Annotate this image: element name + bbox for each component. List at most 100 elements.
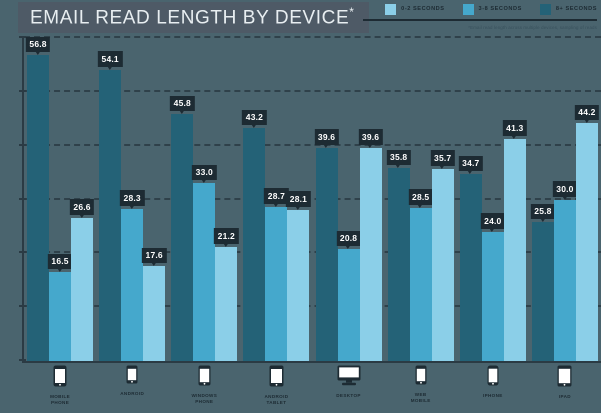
- x-axis-category: WEB MOBILE: [385, 365, 457, 413]
- web-mobile-icon: [415, 365, 427, 390]
- windows-phone-icon: [198, 365, 211, 391]
- bar-group: 56.8 16.5 26.6: [24, 36, 96, 361]
- x-axis-category-label: IPHONE: [482, 393, 503, 398]
- legend-item[interactable]: 3-8 SECONDS: [462, 3, 522, 15]
- bar-slot: 28.1: [286, 38, 311, 361]
- bar-slot: 54.1: [98, 38, 123, 361]
- bar[interactable]: 28.3: [120, 190, 145, 361]
- bar[interactable]: 39.6: [358, 129, 383, 361]
- chart-header: EMAIL READ LENGTH BY DEVICE* 0-2 SECONDS…: [0, 0, 601, 36]
- bar-slot: 26.6: [69, 38, 95, 361]
- bar[interactable]: 24.0: [480, 213, 505, 361]
- bar[interactable]: 39.6: [314, 129, 339, 361]
- bar-slot: 17.6: [142, 38, 167, 361]
- legend-item-label: 3-8 SECONDS: [478, 6, 522, 12]
- x-axis-line: [22, 361, 601, 363]
- bar[interactable]: 28.5: [408, 189, 433, 361]
- ipad-icon: [557, 365, 572, 392]
- y-tick-mark: [19, 359, 26, 361]
- bar-value-label: 24.0: [480, 213, 505, 232]
- x-axis-category: ANDROID TABLET: [240, 365, 312, 413]
- bar[interactable]: 56.8: [25, 36, 51, 361]
- y-tick-mark: [19, 197, 26, 200]
- bar[interactable]: 25.8: [530, 203, 556, 361]
- x-axis-category-label: IPAD: [558, 394, 571, 399]
- bar-value-label: 28.7: [264, 188, 289, 206]
- legend-item[interactable]: 8+ SECONDS: [539, 3, 597, 15]
- legend-swatch-icon: [539, 3, 551, 15]
- bar-value-label: 54.1: [98, 51, 123, 70]
- bar[interactable]: 21.2: [214, 228, 239, 361]
- bar[interactable]: 17.6: [142, 247, 167, 361]
- bar[interactable]: 16.5: [47, 253, 73, 361]
- bar-value-label: 44.2: [574, 104, 600, 123]
- desktop-monitor-icon: [337, 365, 361, 391]
- bar-slot: 39.6: [314, 38, 339, 361]
- bar[interactable]: 30.0: [552, 181, 578, 361]
- gridline: [24, 36, 601, 38]
- bar-value-label: 21.2: [214, 228, 239, 247]
- bar[interactable]: 33.0: [192, 164, 217, 361]
- bar-value-label: 34.7: [458, 155, 483, 174]
- bar[interactable]: 20.8: [336, 230, 361, 361]
- y-tick-mark: [19, 251, 26, 254]
- android-tablet-icon: [269, 365, 284, 392]
- y-axis-line: [22, 36, 24, 363]
- x-axis-category-label: WINDOWS PHONE: [191, 393, 218, 405]
- bar-slot: 25.8: [530, 38, 556, 361]
- bar-group: 39.6 20.8 39.6: [313, 38, 385, 361]
- x-axis-category: ANDROID: [96, 365, 168, 413]
- iphone-icon: [487, 365, 499, 391]
- legend-item[interactable]: 0-2 SECONDS: [385, 3, 445, 15]
- bar-slot: 28.7: [264, 38, 289, 361]
- bar[interactable]: 43.2: [242, 109, 267, 361]
- bar-value-label: 35.8: [386, 149, 411, 168]
- bar[interactable]: 26.6: [69, 199, 95, 361]
- bar-slot: 28.5: [408, 38, 433, 361]
- bar-slot: 21.2: [214, 38, 239, 361]
- bar-value-label: 16.5: [47, 253, 73, 272]
- bar[interactable]: 41.3: [502, 120, 527, 361]
- bar[interactable]: 44.2: [574, 104, 600, 361]
- bar[interactable]: 45.8: [170, 95, 195, 361]
- legend-swatch-icon: [462, 3, 474, 15]
- legend-divider: [363, 19, 597, 21]
- legend-item-label: 0-2 SECONDS: [401, 6, 445, 12]
- bar-slot: 45.8: [170, 38, 195, 361]
- bar-value-label: 39.6: [358, 129, 383, 148]
- bar-slot: 56.8: [25, 36, 51, 361]
- x-axis-categories: MOBILE PHONE ANDROID WINDOWS PHONE ANDROID …: [24, 365, 601, 413]
- gridline: [24, 89, 601, 92]
- bar[interactable]: 35.8: [386, 149, 411, 361]
- bar-slot: 44.2: [574, 38, 600, 361]
- bar[interactable]: 28.7: [264, 188, 289, 361]
- bar[interactable]: 34.7: [458, 155, 483, 361]
- y-tick-mark: [19, 36, 26, 38]
- bar-slot: 30.0: [552, 38, 578, 361]
- gridline: [24, 143, 601, 146]
- bar[interactable]: 28.1: [286, 191, 311, 361]
- legend-swatch-icon: [385, 3, 397, 15]
- gridline: [24, 197, 601, 200]
- plot-area: 60%50%40%30%20%10%0% 56.816.526.654.128.…: [19, 36, 601, 363]
- bar-slot: 43.2: [242, 38, 267, 361]
- bar-value-label: 17.6: [142, 247, 167, 266]
- bar-slot: 41.3: [502, 38, 527, 361]
- bar-group: 45.8 33.0 21.2: [168, 38, 240, 361]
- x-axis-category: IPHONE: [457, 365, 529, 413]
- chart-legend: 0-2 SECONDS 3-8 SECONDS 8+ SECONDS: [385, 2, 597, 16]
- bar-slot: 24.0: [480, 38, 505, 361]
- x-axis-category: IPAD: [529, 365, 601, 413]
- bar-value-label: 28.5: [408, 189, 433, 207]
- bar[interactable]: 35.7: [430, 150, 455, 361]
- bar[interactable]: 54.1: [98, 51, 123, 361]
- legend-item-label: 8+ SECONDS: [555, 6, 597, 12]
- x-axis-category-label: ANDROID TABLET: [264, 394, 289, 406]
- bar-group: 35.8 28.5 35.7: [385, 38, 457, 361]
- x-axis-category: DESKTOP: [313, 365, 385, 413]
- bar-value-label: 20.8: [336, 230, 361, 249]
- x-axis-category-label: WEB MOBILE: [410, 392, 431, 404]
- bar-value-label: 25.8: [530, 203, 556, 222]
- bar-value-label: 30.0: [552, 181, 578, 199]
- bar-group: 43.2 28.7 28.1: [240, 38, 312, 361]
